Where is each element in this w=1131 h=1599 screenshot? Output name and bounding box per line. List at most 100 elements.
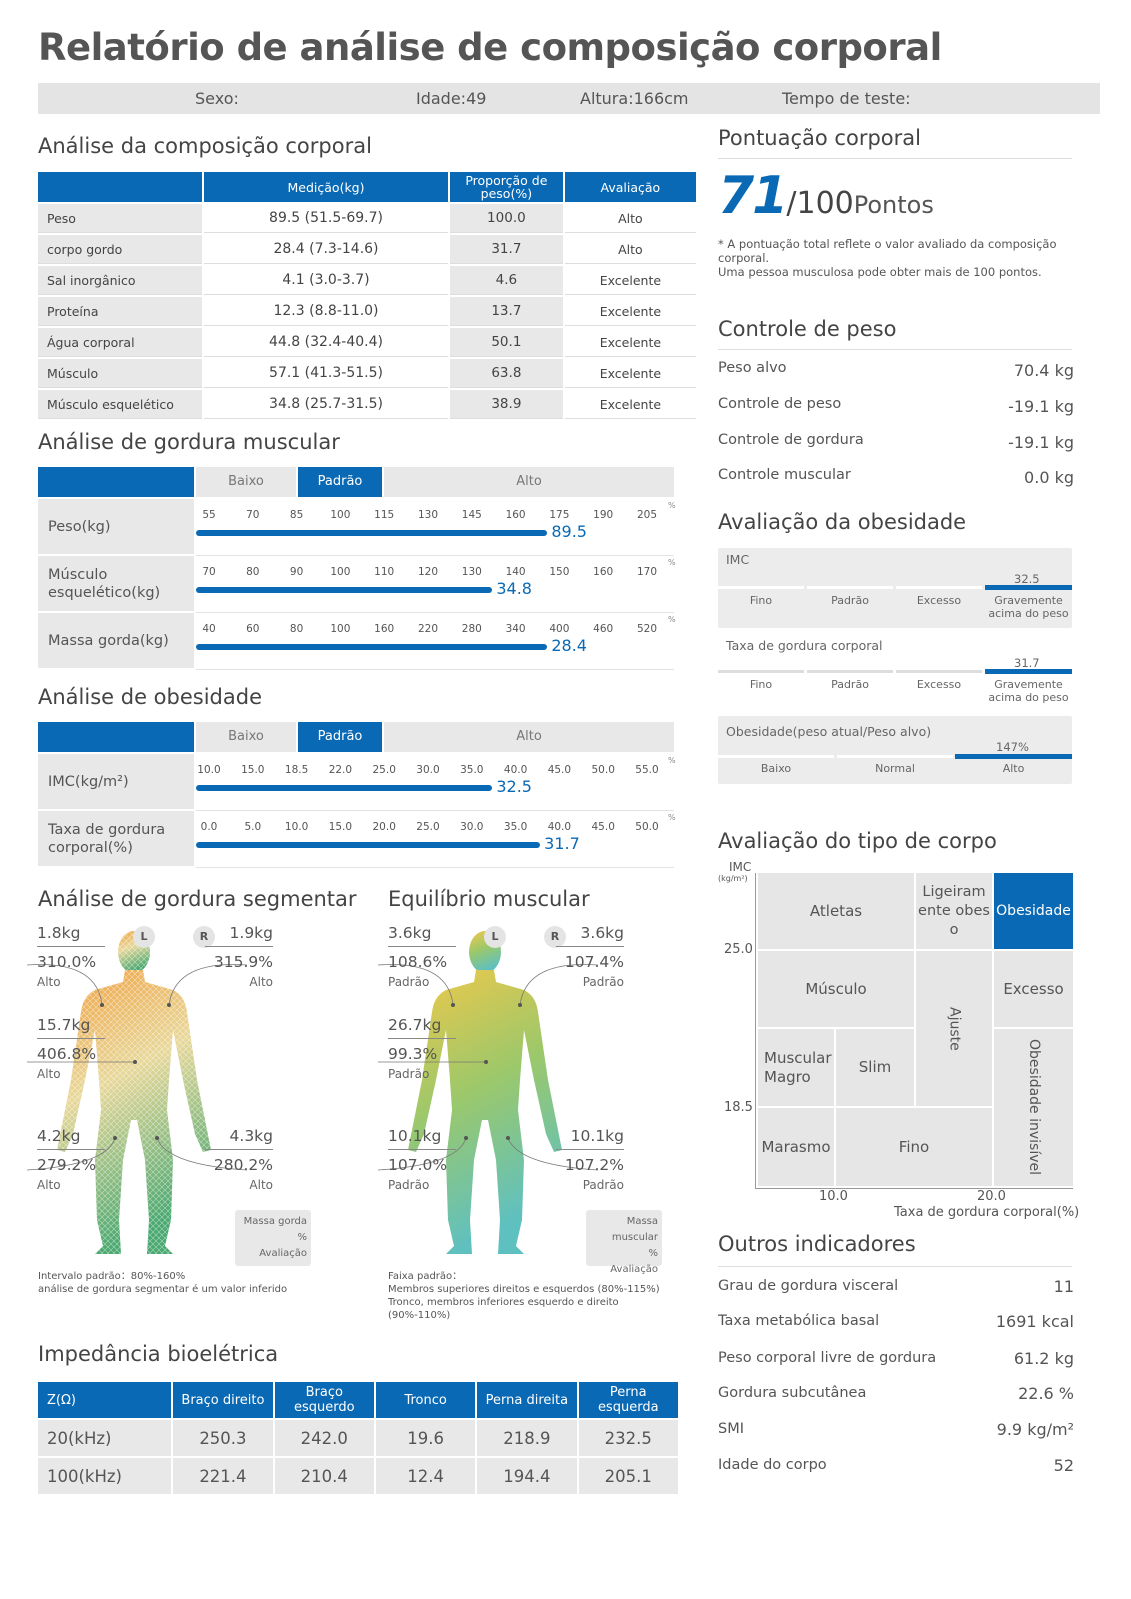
impedance-cell: 205.1 bbox=[578, 1458, 678, 1494]
composition-label: Músculo bbox=[38, 359, 203, 388]
composition-measure: 28.4 (7.3-14.6) bbox=[204, 235, 448, 264]
tick-label: 110 bbox=[374, 566, 395, 578]
muscle-balance-notes: Faixa padrão： Membros superiores direito… bbox=[388, 1270, 660, 1322]
muscle-fat-scale: Baixo Padrão Alto bbox=[38, 467, 674, 497]
composition-measure: 89.5 (51.5-69.7) bbox=[204, 204, 448, 233]
tick-label: 40 bbox=[202, 623, 216, 635]
tick-label: 100 bbox=[330, 623, 351, 635]
indicator-label: Idade do corpo bbox=[718, 1457, 827, 1473]
impedance-header-cell: Z(Ω) bbox=[38, 1382, 172, 1418]
segment-kg: 4.2kg bbox=[37, 1127, 81, 1145]
segmental-fat-title: Análise de gordura segmentar bbox=[38, 887, 357, 911]
segment-eval: Padrão bbox=[388, 1178, 430, 1192]
tick-label: 55 bbox=[202, 509, 216, 521]
score-unit: Pontos bbox=[853, 191, 934, 219]
note-line: * A pontuação total reflete o valor aval… bbox=[718, 237, 1057, 265]
divider bbox=[718, 158, 1072, 159]
impedance-cell: 250.3 bbox=[173, 1420, 273, 1456]
weight-control-value: -19.1 kg bbox=[1008, 397, 1074, 416]
legend-box: Massa gorda% Avaliação bbox=[235, 1210, 311, 1266]
value-bar bbox=[196, 644, 548, 650]
percent-mark: % bbox=[668, 813, 676, 822]
tick-label: 220 bbox=[417, 623, 439, 635]
segment-underline bbox=[388, 1149, 456, 1150]
legend-mass: Massa gorda bbox=[243, 1216, 307, 1227]
impedance-cell: 100(kHz) bbox=[38, 1458, 172, 1494]
indicator-value: 61.2 kg bbox=[1013, 1349, 1074, 1368]
legend-eval: Avaliação bbox=[259, 1248, 307, 1259]
indicator-value: 9.9 kg/m² bbox=[996, 1420, 1074, 1439]
header-avaliacao: Avaliação bbox=[564, 172, 696, 202]
composition-row: Sal inorgânico 4.1 (3.0-3.7) 4.6 Excelente bbox=[38, 266, 696, 295]
indicator-value: 52 bbox=[1053, 1456, 1074, 1475]
segment-kg: 10.1kg bbox=[388, 1127, 442, 1145]
info-age: Idade:49 bbox=[416, 89, 487, 108]
x-axis bbox=[755, 1188, 1073, 1189]
tick-label: 45.0 bbox=[547, 764, 572, 776]
indicator-value: 11 bbox=[1053, 1277, 1074, 1296]
impedance-cell: 221.4 bbox=[173, 1458, 273, 1494]
impedance-header: Z(Ω) Braço direito Braço esquerdo Tronco Per… bbox=[38, 1382, 678, 1418]
tick-label: 30.0 bbox=[460, 821, 484, 833]
composition-proportion: 100.0 bbox=[450, 204, 563, 233]
segment-percent: 280.2% bbox=[213, 1156, 273, 1174]
segment-kg: 1.9kg bbox=[229, 924, 273, 942]
scale-baixo: Baixo bbox=[196, 467, 296, 497]
cell-muscular-magro: Muscular Magro bbox=[758, 1029, 834, 1106]
tick-label: 130 bbox=[461, 566, 482, 578]
impedance-cell: 210.4 bbox=[274, 1458, 375, 1494]
fat-cat: Excesso bbox=[916, 678, 962, 691]
impedance-header-cell: Tronco bbox=[376, 1382, 476, 1418]
tick-label: 520 bbox=[636, 623, 658, 635]
score-max: /100 bbox=[786, 186, 854, 221]
human-silhouette bbox=[57, 931, 211, 1254]
tick-label: 140 bbox=[505, 566, 526, 578]
composition-proportion: 13.7 bbox=[450, 297, 563, 326]
indicator-label: Peso corporal livre de gordura bbox=[718, 1350, 937, 1366]
tick-label: 40.0 bbox=[503, 764, 528, 776]
segment-percent: 406.8% bbox=[37, 1045, 97, 1063]
tick-label: 85 bbox=[289, 509, 304, 521]
note-line: Faixa padrão： bbox=[388, 1271, 463, 1282]
info-height: Altura:166cm bbox=[580, 89, 689, 108]
header-proporcao: Proporção de peso(%) bbox=[450, 172, 563, 202]
info-bar: Sexo: Idade:49 Altura:166cm Tempo de tes… bbox=[38, 83, 1100, 114]
tick-label: 70 bbox=[202, 566, 216, 578]
cell-ligeiramente-obeso: Ligeiramente obeso bbox=[916, 873, 992, 949]
tick-label: 160 bbox=[374, 623, 395, 635]
bar-value: 34.8 bbox=[496, 579, 532, 598]
muscle-balance-title: Equilíbrio muscular bbox=[388, 887, 590, 911]
indicator-value: 1691 kcal bbox=[995, 1312, 1074, 1331]
segment-eval: Padrão bbox=[388, 1067, 430, 1081]
indicator-label: SMI bbox=[718, 1421, 744, 1437]
tick-label: 80 bbox=[246, 566, 260, 578]
impedance-cell: 242.0 bbox=[274, 1420, 375, 1456]
composition-measure: 57.1 (41.3-51.5) bbox=[204, 359, 448, 388]
tick-label: 175 bbox=[549, 509, 570, 521]
imc-cat: Excesso bbox=[916, 594, 962, 607]
weight-control-label: Controle de peso bbox=[718, 396, 842, 412]
row-divider bbox=[196, 867, 674, 868]
body-figure bbox=[26, 931, 248, 1254]
weight-control-label: Controle muscular bbox=[718, 467, 851, 483]
tick-label: 50.0 bbox=[591, 764, 615, 776]
muscle-fat-title: Análise de gordura muscular bbox=[38, 430, 340, 454]
composition-evaluation: Alto bbox=[564, 235, 696, 264]
composition-proportion: 38.9 bbox=[450, 390, 563, 419]
segment-eval: Alto bbox=[37, 975, 61, 989]
value-bar bbox=[196, 842, 541, 848]
note-line: análise de gordura segmentar é um valor … bbox=[38, 1284, 288, 1295]
cell-obesidade-invisivel: Obesidade invisível bbox=[994, 1029, 1073, 1186]
note-line: Tronco, membros inferiores esquerdo e di… bbox=[388, 1297, 619, 1308]
segment-underline bbox=[556, 1149, 624, 1150]
bar-row-label: Músculo esquelético(kg) bbox=[38, 556, 194, 611]
composition-row: corpo gordo 28.4 (7.3-14.6) 31.7 Alto bbox=[38, 235, 696, 264]
tick-label: 130 bbox=[417, 509, 439, 521]
imc-cat: Fino bbox=[749, 594, 773, 607]
tick-label: 18.5 bbox=[284, 764, 309, 776]
body-type-title: Avaliação do tipo de corpo bbox=[718, 829, 997, 853]
composition-evaluation: Alto bbox=[564, 204, 696, 233]
bar-value: 31.7 bbox=[544, 834, 580, 853]
info-sex: Sexo: bbox=[195, 89, 239, 108]
segment-underline bbox=[37, 946, 105, 947]
